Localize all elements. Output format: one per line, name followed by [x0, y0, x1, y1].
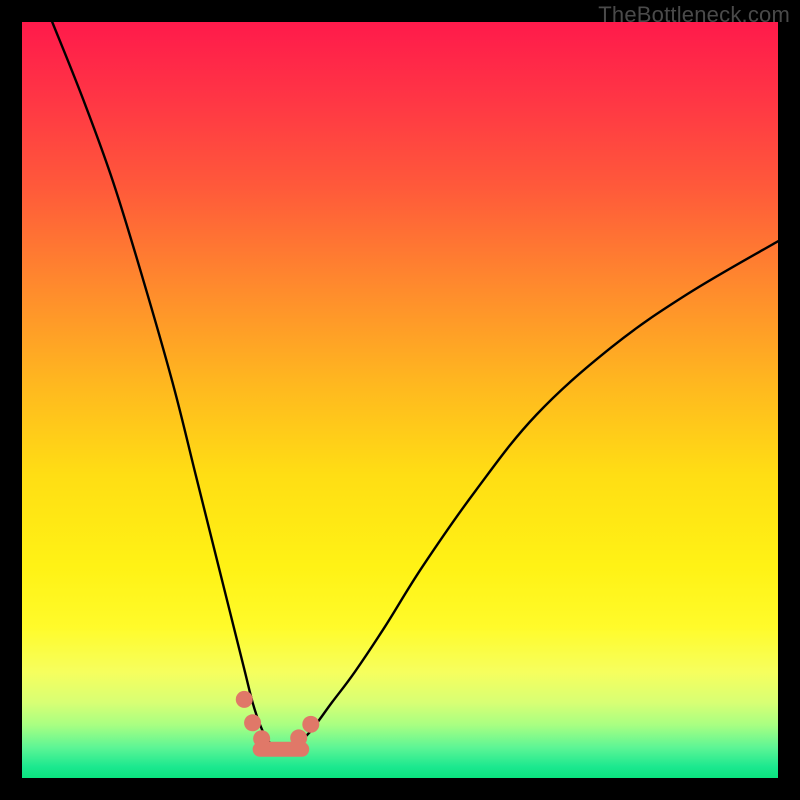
watermark-text: TheBottleneck.com: [598, 2, 790, 28]
right-curve: [279, 241, 778, 751]
curve-layer: [22, 22, 778, 778]
plot-area: [22, 22, 778, 778]
left-curve: [52, 22, 279, 752]
valley-marker: [236, 691, 320, 757]
chart-frame: TheBottleneck.com: [0, 0, 800, 800]
